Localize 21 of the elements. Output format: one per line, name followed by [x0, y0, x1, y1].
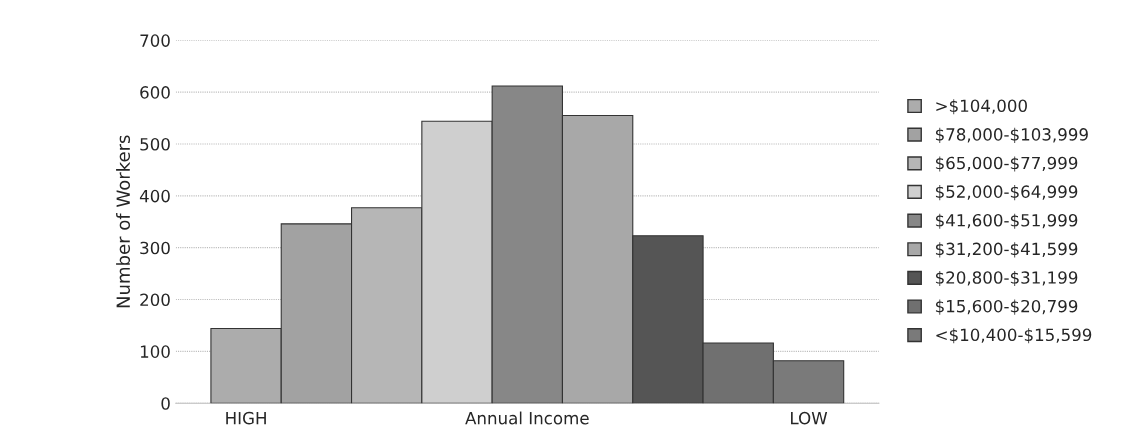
- legend-label: $41,600-$51,999: [935, 213, 1078, 229]
- y-tick-label: 300: [140, 241, 170, 255]
- legend-label: >$104,000: [936, 99, 1027, 115]
- y-tick-label: 200: [140, 293, 170, 307]
- legend-label: <$10,400-$15,599: [936, 328, 1092, 344]
- y-axis-title: Number of Workers: [116, 135, 131, 308]
- legend-label: $65,000-$77,999: [935, 156, 1078, 172]
- y-tick-label: 100: [140, 345, 170, 358]
- legend-label: $15,600-$20,799: [935, 299, 1078, 315]
- y-tick-label: 700: [140, 34, 170, 47]
- legend-label: $52,000-$64,999: [935, 185, 1078, 201]
- legend-label: $78,000-$103,999: [935, 127, 1088, 143]
- legend-label: $20,800-$31,199: [935, 270, 1078, 287]
- x-tick-label: Annual Income: [465, 411, 589, 425]
- y-tick-label: 600: [140, 86, 170, 99]
- y-tick-label: 0: [161, 397, 170, 410]
- y-tick-label: 500: [140, 137, 170, 151]
- y-tick-label: 400: [139, 189, 170, 203]
- legend-label: $31,200-$41,599: [935, 242, 1078, 258]
- x-tick-label: LOW: [791, 411, 828, 425]
- x-tick-label: HIGH: [226, 411, 266, 425]
